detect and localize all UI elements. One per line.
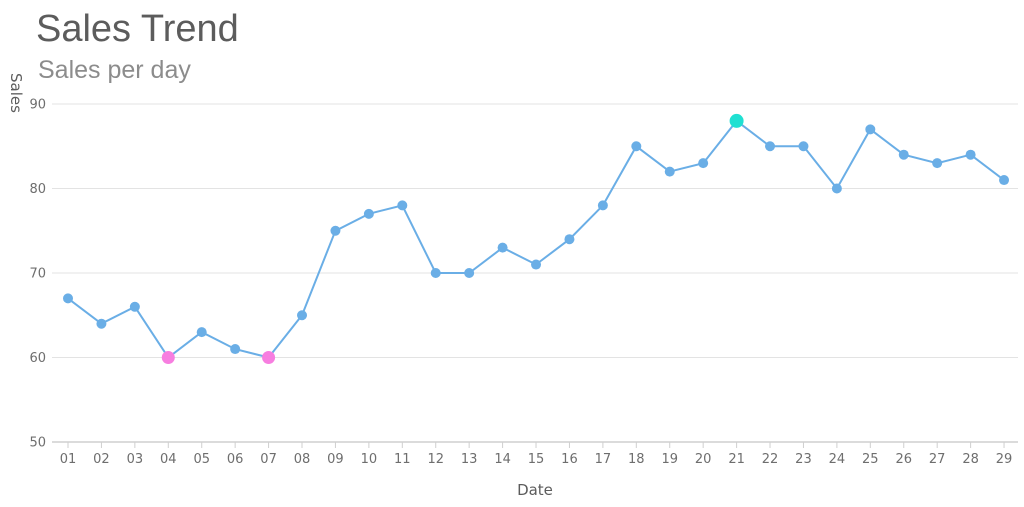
data-point: [497, 242, 508, 253]
data-point: [597, 200, 608, 211]
data-point: [932, 158, 943, 169]
data-point: [96, 318, 107, 329]
chart-subtitle: Sales per day: [38, 56, 191, 84]
x-tick-label: 04: [160, 452, 177, 467]
x-tick-label: 15: [528, 452, 545, 467]
y-tick-label: 60: [29, 351, 46, 366]
x-tick-label: 20: [695, 452, 712, 467]
data-point: [531, 259, 542, 270]
data-point: [230, 344, 241, 355]
data-point: [430, 268, 441, 278]
x-tick-label: 13: [461, 452, 478, 467]
x-tick-label: 25: [862, 452, 879, 467]
data-point: [129, 301, 140, 312]
x-tick-label: 19: [661, 452, 678, 467]
data-point: [831, 183, 842, 194]
data-point: [965, 149, 976, 160]
data-point: [865, 124, 876, 135]
data-point: [297, 310, 308, 321]
data-points: [63, 113, 1010, 364]
data-point: [999, 175, 1010, 186]
data-point: [196, 327, 207, 338]
x-tick-label: 05: [193, 452, 210, 467]
x-tick-label: 23: [795, 452, 812, 467]
data-point: [564, 234, 575, 245]
x-tick-label: 14: [494, 452, 511, 467]
data-point: [63, 293, 73, 304]
y-tick-label: 50: [29, 436, 46, 451]
x-tick-label: 21: [728, 452, 745, 467]
y-tick-label: 90: [29, 98, 46, 113]
y-tick-labels: 50 60 70 80 90: [29, 98, 46, 451]
data-point: [898, 149, 909, 160]
data-point: [464, 268, 475, 278]
x-tick-label: 06: [227, 452, 244, 467]
x-tick-label: 29: [996, 452, 1013, 467]
chart-title: Sales Trend: [36, 8, 239, 50]
data-point: [798, 141, 809, 152]
min-data-point: [161, 351, 175, 364]
x-tick-label: 12: [427, 452, 444, 467]
x-tick-label: 28: [962, 452, 979, 467]
data-point: [330, 225, 341, 236]
max-data-point: [729, 113, 744, 128]
data-point: [397, 200, 408, 211]
x-tick-labels: 01 02 03 04 05 06 07 08 09 10 11 12 13 14 15 16 17 18 19 20…: [60, 442, 1013, 467]
x-tick-label: 10: [361, 452, 378, 467]
x-tick-label: 03: [127, 452, 144, 467]
y-tick-label: 70: [29, 267, 46, 282]
x-tick-label: 07: [260, 452, 277, 467]
data-point: [765, 141, 776, 152]
x-tick-label: 11: [394, 452, 411, 467]
data-point: [631, 141, 642, 152]
data-point: [363, 208, 374, 219]
x-tick-label: 26: [895, 452, 912, 467]
x-tick-label: 22: [762, 452, 779, 467]
x-tick-label: 17: [595, 452, 612, 467]
y-axis-label: Sales: [7, 73, 25, 113]
min-data-point: [262, 351, 276, 364]
x-tick-label: 09: [327, 452, 344, 467]
x-tick-label: 27: [929, 452, 946, 467]
data-point: [664, 166, 675, 177]
y-tick-label: 80: [29, 182, 46, 197]
x-tick-label: 02: [93, 452, 110, 467]
x-tick-label: 18: [628, 452, 645, 467]
x-tick-label: 16: [561, 452, 578, 467]
x-tick-label: 01: [60, 452, 77, 467]
x-tick-label: 08: [294, 452, 311, 467]
grid-lines: [52, 103, 1018, 358]
x-tick-label: 24: [829, 452, 846, 467]
data-point: [698, 158, 709, 169]
series-line: [67, 119, 1005, 359]
x-axis-label: Date: [517, 481, 553, 499]
